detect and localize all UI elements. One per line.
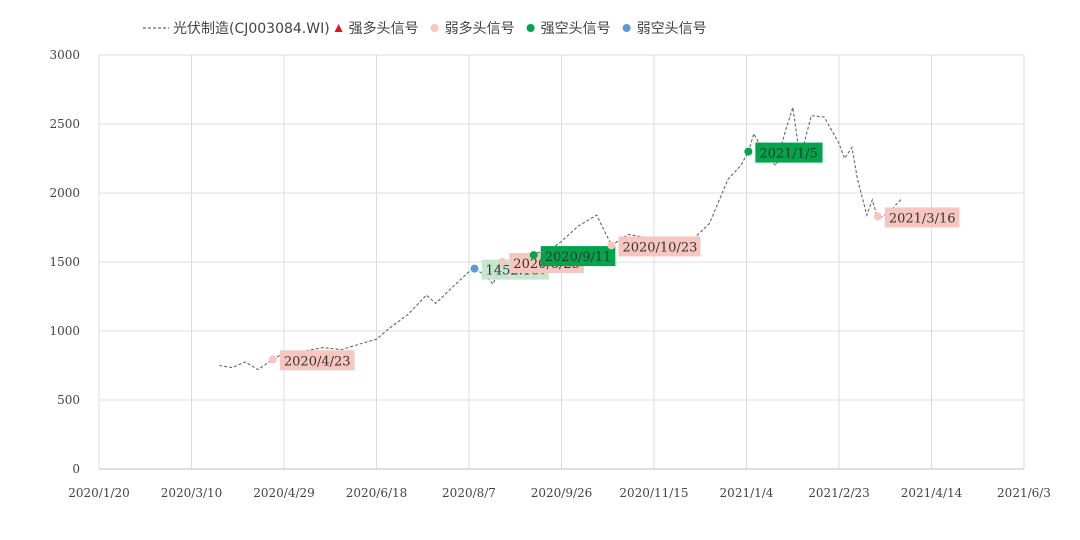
x-tick-label: 2021/4/14 <box>901 486 963 500</box>
legend-item: 强空头信号 <box>526 21 611 37</box>
y-tick-label: 1000 <box>49 324 80 338</box>
legend-label: 光伏制造(CJ003084.WI) <box>173 21 330 37</box>
signal-label: 2021/3/16 <box>889 211 956 226</box>
y-tick-label: 2500 <box>49 117 80 131</box>
signal-annotation: 2021/1/5 <box>744 142 823 163</box>
y-tick-label: 500 <box>57 393 80 407</box>
legend-triangle-icon <box>334 24 343 32</box>
chart-grid <box>98 54 1025 470</box>
legend-label: 弱空头信号 <box>637 21 707 37</box>
signal-label-bg <box>279 350 355 371</box>
x-tick-label: 2021/2/23 <box>808 486 870 500</box>
legend-item: 弱空头信号 <box>622 21 707 37</box>
chart-legend: 光伏制造(CJ003084.WI) 强多头信号 弱多头信号 强空头信号 弱空头信号 <box>143 20 707 37</box>
x-tick-label: 2021/1/4 <box>720 486 774 500</box>
signal-annotation: 2020/10/23 <box>607 236 701 257</box>
chart-axes: 0 500 1000 1500 2000 2500 3000 2020/1/20 2020/3/… <box>49 48 1051 500</box>
signal-marker <box>607 241 616 250</box>
y-tick-label: 1500 <box>49 255 80 269</box>
series-line <box>219 107 903 371</box>
x-tick-label: 2020/9/26 <box>531 486 593 500</box>
x-tick-label: 2020/8/7 <box>442 486 496 500</box>
y-tick-label: 3000 <box>49 48 80 62</box>
signal-label: 2021/1/5 <box>759 147 817 162</box>
legend-label: 强多头信号 <box>349 20 419 37</box>
x-tick-label: 2020/6/18 <box>346 486 408 500</box>
signal-label-bg <box>618 236 701 257</box>
x-tick-label: 2020/4/29 <box>253 486 315 500</box>
series-layer <box>219 107 903 371</box>
signal-label: 2020/9/11 <box>545 250 612 265</box>
signal-annotation: 2021/3/16 <box>873 207 960 228</box>
signal-marker <box>470 264 479 273</box>
signal-label-bg <box>884 207 960 228</box>
signal-annotation: 2020/9/11 <box>529 246 616 267</box>
x-tick-label: 2020/3/10 <box>161 486 223 500</box>
signal-label-bg <box>755 142 823 163</box>
x-tick-label: 2021/6/3 <box>997 486 1051 500</box>
signal-label: 2020/10/23 <box>622 240 697 255</box>
legend-dot-icon <box>526 24 535 32</box>
signal-marker <box>268 355 277 364</box>
signal-marker <box>529 251 538 260</box>
signal-annotation: 2020/4/23 <box>268 350 355 371</box>
legend-item: 光伏制造(CJ003084.WI) <box>143 21 330 37</box>
signal-label-bg <box>540 246 616 267</box>
legend-item: 弱多头信号 <box>430 20 515 37</box>
y-tick-label: 0 <box>72 462 80 476</box>
legend-item: 强多头信号 <box>334 20 419 37</box>
legend-label: 强空头信号 <box>541 21 611 37</box>
legend-label: 弱多头信号 <box>445 20 515 37</box>
signal-marker <box>498 258 507 266</box>
legend-dot-icon <box>622 24 631 32</box>
signal-marker <box>873 212 882 221</box>
x-tick-label: 2020/1/20 <box>68 486 130 500</box>
x-tick-label: 2020/11/15 <box>619 486 688 500</box>
signal-label: 2020/4/23 <box>284 354 351 369</box>
y-tick-label: 2000 <box>49 186 80 200</box>
legend-dot-icon <box>430 24 439 32</box>
signal-layer: 2020/4/231452.1672020/8/252020/9/112020/… <box>268 142 960 371</box>
signal-marker <box>744 147 753 156</box>
